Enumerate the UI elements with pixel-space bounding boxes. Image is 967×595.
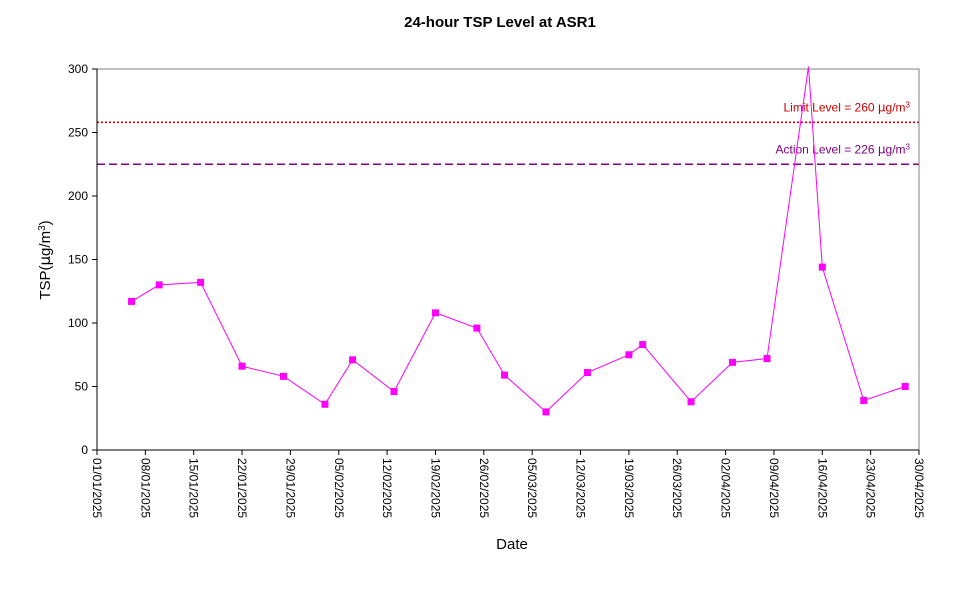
y-tick-label: 200 — [68, 189, 88, 203]
data-point — [197, 278, 205, 286]
data-point — [542, 408, 550, 416]
data-point — [128, 297, 136, 305]
x-axis-label: Date — [496, 536, 528, 553]
data-point — [501, 371, 509, 379]
data-point — [687, 398, 695, 406]
axes: 0 50 100 150 200 250 300 01/01/2025 08/01/2025 15… — [68, 62, 926, 518]
x-tick-label: 08/01/2025 — [138, 458, 152, 518]
data-point — [625, 351, 633, 359]
x-tick-label: 22/01/2025 — [235, 458, 249, 518]
series-layer — [128, 66, 909, 416]
x-tick-label: 19/03/2025 — [622, 458, 636, 518]
x-tick-label: 02/04/2025 — [719, 458, 733, 518]
data-point — [818, 263, 826, 271]
data-point — [763, 355, 771, 363]
x-tick-label: 16/04/2025 — [815, 458, 829, 518]
x-tick-label: 19/02/2025 — [428, 458, 442, 518]
x-tick-label: 05/02/2025 — [332, 458, 346, 518]
series-line — [131, 66, 906, 413]
x-tick-label: 15/01/2025 — [187, 458, 201, 518]
y-axis-label-unit: g/m — [37, 231, 54, 256]
data-point — [238, 362, 246, 370]
x-tick-label: 05/03/2025 — [525, 458, 539, 518]
x-tick-label: 26/03/2025 — [670, 458, 684, 518]
data-point — [901, 383, 909, 390]
y-tick-label: 100 — [68, 316, 88, 330]
data-point — [349, 356, 357, 364]
y-tick-label: 250 — [68, 126, 88, 140]
data-point — [860, 396, 868, 404]
action-level-label: Action Level = 226 μg/m3 — [775, 142, 910, 157]
data-point — [583, 369, 591, 377]
data-point — [728, 358, 736, 366]
x-tick-label: 12/03/2025 — [574, 458, 588, 518]
x-tick-label: 01/01/2025 — [90, 458, 104, 518]
x-tick-label: 26/02/2025 — [477, 458, 491, 518]
y-axis-label-prefix: TSP( — [37, 265, 54, 299]
y-axis-label-sup: 3 — [37, 225, 48, 231]
x-tick-label: 29/01/2025 — [283, 458, 297, 518]
y-tick-label: 300 — [68, 62, 88, 76]
chart-title: 24-hour TSP Level at ASR1 — [404, 14, 596, 31]
y-axis-label-mu: μ — [36, 255, 54, 265]
data-point — [280, 372, 288, 380]
y-tick-label: 0 — [81, 443, 88, 457]
data-point — [431, 309, 439, 317]
data-point — [390, 388, 398, 396]
data-point — [473, 324, 481, 332]
data-point — [155, 281, 163, 289]
plot-area-border — [96, 68, 920, 451]
y-axis-label-suffix: ) — [37, 220, 54, 225]
x-tick-label: 09/04/2025 — [767, 458, 781, 518]
y-axis-label: TSP(μg/m3) — [36, 220, 54, 299]
y-tick-label: 150 — [68, 253, 88, 267]
y-tick-label: 50 — [75, 380, 89, 394]
x-tick-label: 23/04/2025 — [864, 458, 878, 518]
x-tick-label: 12/02/2025 — [380, 458, 394, 518]
limit-level-label: Limit Level = 260 μg/m3 — [784, 100, 911, 115]
data-point — [321, 400, 329, 408]
x-tick-label: 30/04/2025 — [912, 458, 926, 518]
data-point — [639, 341, 647, 349]
reference-lines: Limit Level = 260 μg/m3 Action Level = 22… — [97, 100, 919, 166]
